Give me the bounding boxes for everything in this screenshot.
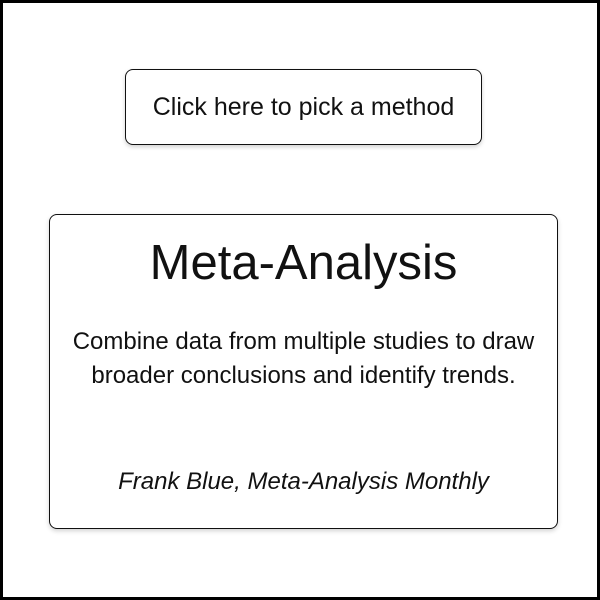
method-credit: Frank Blue, Meta-Analysis Monthly xyxy=(118,468,489,495)
pick-method-button[interactable]: Click here to pick a method xyxy=(125,69,482,145)
method-description: Combine data from multiple studies to dr… xyxy=(72,328,535,389)
method-card: Meta-Analysis Combine data from multiple… xyxy=(49,214,558,529)
method-title: Meta-Analysis xyxy=(149,236,458,290)
